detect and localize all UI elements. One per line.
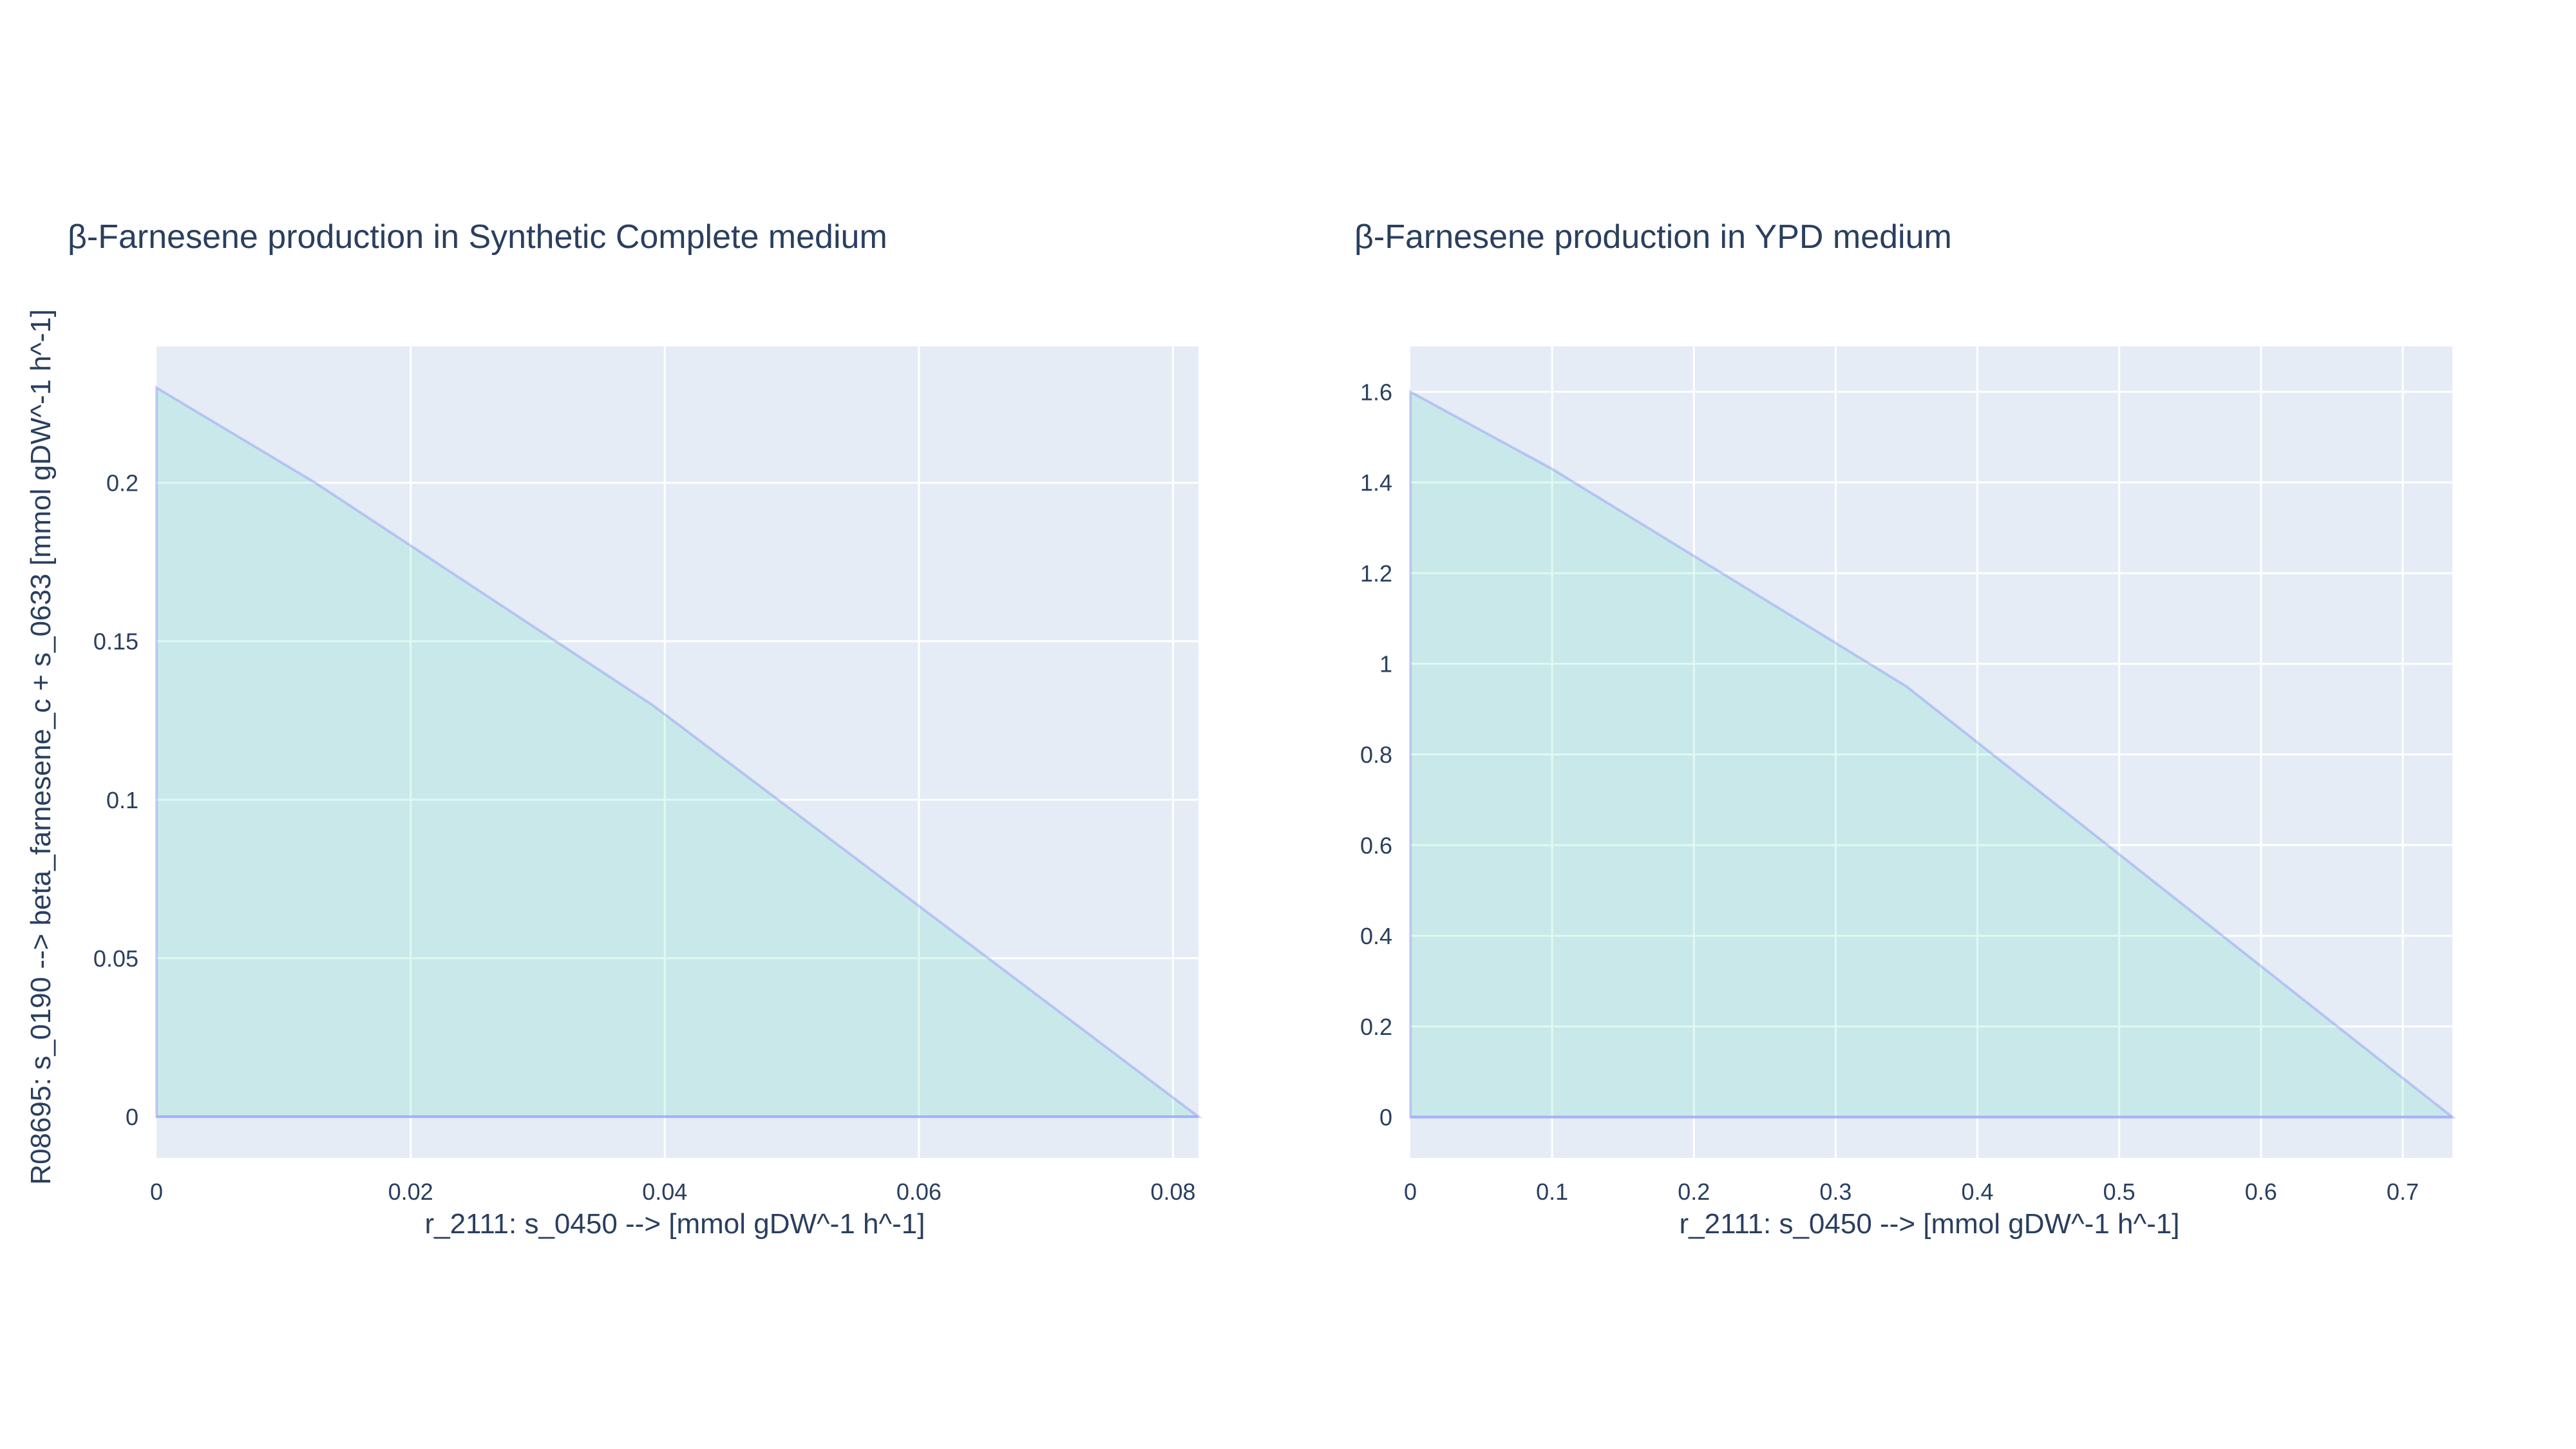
x-tick-label: 0 — [1404, 1179, 1417, 1205]
x-tick-label: 0 — [150, 1179, 163, 1205]
y-tick-label: 1.4 — [1360, 469, 1392, 496]
y-tick-label: 0.6 — [1360, 832, 1392, 858]
x-tick-label: 0.5 — [2103, 1179, 2136, 1205]
y-tick-label: 1 — [1379, 651, 1392, 677]
feasible-area — [1409, 390, 2456, 1119]
x-tick-label: 0.2 — [1678, 1179, 1710, 1205]
x-tick-label: 0.08 — [1150, 1179, 1195, 1205]
shared-y-axis-label: R08695: s_0190 --> beta_farnesene_c + s_… — [25, 309, 57, 1185]
x-axis-label-ypd: r_2111: s_0450 --> [mmol gDW^-1 h^-1] — [1680, 1208, 2180, 1240]
x-tick-label: 0.3 — [1819, 1179, 1852, 1205]
x-tick-label: 0.6 — [2245, 1179, 2277, 1205]
x-tick-label: 0.1 — [1536, 1179, 1568, 1205]
x-tick-label: 0.06 — [896, 1179, 942, 1205]
y-tick-label: 0.05 — [93, 945, 138, 972]
x-tick-label: 0.7 — [2387, 1179, 2419, 1205]
x-tick-label: 0.4 — [1962, 1179, 1994, 1205]
y-tick-label: 1.6 — [1360, 379, 1392, 405]
y-tick-label: 0.1 — [106, 787, 138, 813]
y-tick-label: 0 — [126, 1104, 138, 1130]
y-tick-label: 0.4 — [1360, 923, 1392, 949]
plot-panel-sc: 0 0.02 0.04 0.06 0.08 0 0.05 0.1 0.15 0.2 — [93, 346, 1202, 1205]
y-tick-label: 0.2 — [1360, 1014, 1392, 1040]
plot-background — [156, 346, 1198, 1158]
feasible-area — [155, 385, 1202, 1118]
y-tick-label: 1.2 — [1360, 560, 1392, 587]
chart-title-sc: β-Farnesene production in Synthetic Comp… — [68, 218, 887, 256]
x-tick-label: 0.02 — [388, 1179, 433, 1205]
y-tick-label: 0.15 — [93, 629, 138, 655]
plot-panel-ypd: 0 0.1 0.2 0.3 0.4 0.5 0.6 0.7 0 0.2 0.4 0.6 0.8 1 1.2 1… — [1360, 346, 2456, 1205]
y-tick-label: 0.8 — [1360, 742, 1392, 768]
x-axis-label-sc: r_2111: s_0450 --> [mmol gDW^-1 h^-1] — [425, 1208, 925, 1240]
y-tick-label: 0 — [1379, 1104, 1392, 1131]
chart-title-ypd: β-Farnesene production in YPD medium — [1354, 218, 1952, 256]
x-tick-label: 0.04 — [642, 1179, 687, 1205]
y-tick-label: 0.2 — [106, 470, 138, 497]
